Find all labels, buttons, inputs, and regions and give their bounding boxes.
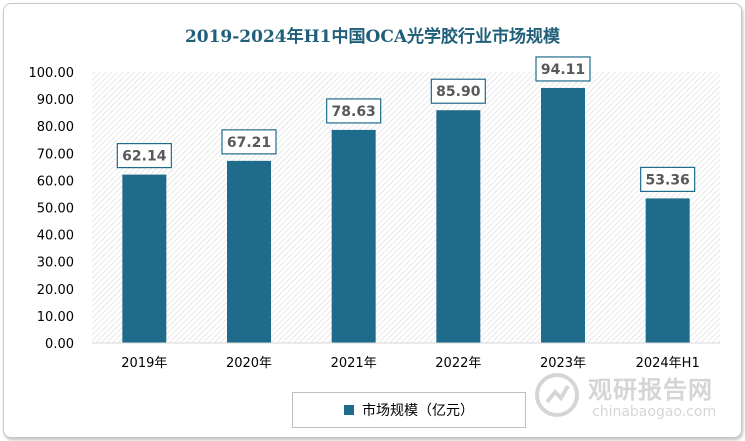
data-label-box	[221, 129, 277, 155]
bar	[436, 110, 481, 343]
y-tick-label: 50.00	[37, 202, 74, 217]
bar	[541, 87, 585, 343]
data-label: 62.14	[122, 149, 167, 165]
bars	[122, 87, 690, 343]
y-tick-label: 0.00	[45, 337, 74, 352]
x-tick-label: 2019年	[121, 356, 167, 371]
bar	[645, 198, 690, 343]
data-labels: 62.14 67.21 78.63 85.90 94.11 53.36	[116, 56, 696, 192]
plot-area: 0.00 10.00 20.00 30.00 40.00 50.00 60.00 70.00 8…	[29, 56, 720, 371]
y-tick-label: 10.00	[37, 310, 74, 325]
data-label: 67.21	[227, 135, 271, 151]
y-tick-label: 100.00	[29, 66, 75, 81]
y-axis: 0.00 10.00 20.00 30.00 40.00 50.00 60.00 70.00 8…	[29, 66, 75, 352]
data-label: 78.63	[332, 104, 376, 120]
y-tick-label: 80.00	[37, 120, 74, 135]
legend: 市场规模（亿元）	[292, 392, 526, 428]
x-axis: 2019年 2020年 2021年 2022年 2023年 2024年H1	[92, 342, 720, 371]
y-tick-label: 20.00	[37, 283, 74, 298]
x-tick-label: 2024年H1	[636, 356, 700, 371]
bar	[122, 174, 167, 343]
legend-label: 市场规模（亿元）	[362, 403, 474, 419]
x-tick-label: 2022年	[435, 356, 481, 371]
chart-title: 2019-2024年H1中国OCA光学胶行业市场规模	[184, 27, 561, 47]
y-tick-label: 30.00	[37, 256, 74, 271]
plot-background	[92, 72, 720, 343]
data-label-box	[535, 56, 591, 82]
data-label-box	[326, 98, 382, 124]
y-tick-label: 60.00	[37, 174, 74, 189]
data-label: 94.11	[541, 62, 585, 78]
data-label: 85.90	[436, 84, 481, 100]
data-label: 53.36	[646, 172, 690, 188]
chart-frame: 2019-2024年H1中国OCA光学胶行业市场规模 0.00 10.00 20.0…	[3, 3, 742, 438]
data-label-box	[640, 166, 696, 192]
data-label-box	[430, 78, 486, 104]
y-tick-label: 90.00	[37, 93, 74, 108]
x-tick-label: 2023年	[540, 356, 586, 371]
legend-swatch	[344, 405, 354, 415]
bar	[227, 160, 271, 343]
x-tick-label: 2021年	[331, 356, 377, 371]
x-tick-label: 2020年	[226, 356, 272, 371]
y-tick-label: 40.00	[37, 229, 74, 244]
y-tick-label: 70.00	[37, 147, 74, 162]
bar	[331, 129, 376, 343]
data-label-box	[116, 143, 172, 169]
